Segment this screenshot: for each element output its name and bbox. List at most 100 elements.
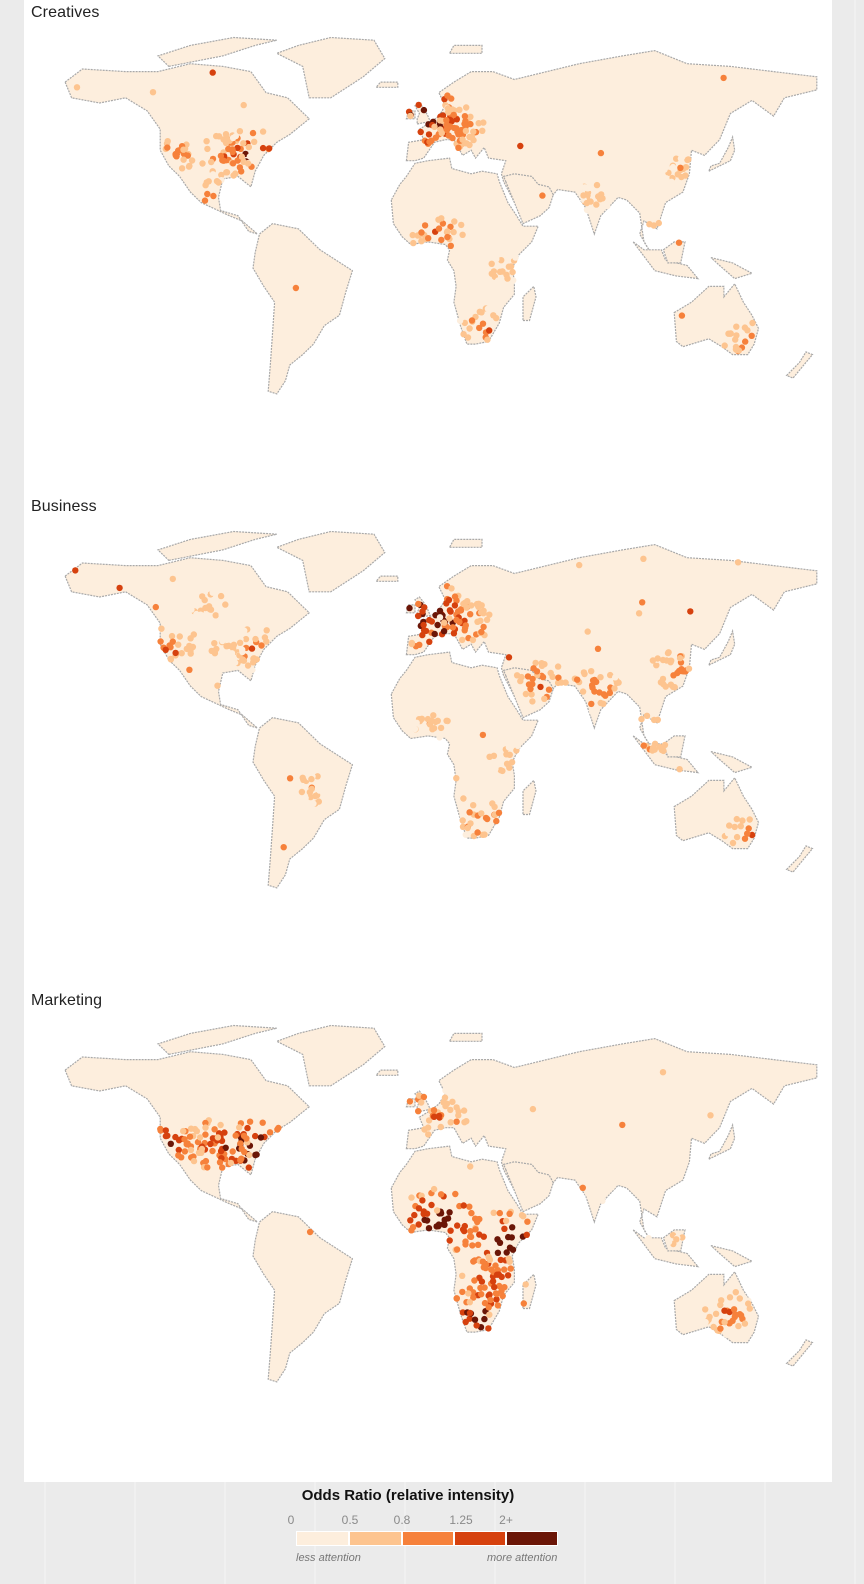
hexbin-dot (504, 275, 511, 282)
hexbin-dot (687, 608, 694, 615)
hexbin-dot (230, 635, 237, 642)
hexbin-dot (436, 734, 443, 741)
hexbin-dot (309, 1266, 316, 1273)
hexbin-dot (472, 1226, 479, 1233)
hexbin-dot (246, 1151, 253, 1159)
hexbin-dot (726, 1294, 734, 1301)
legend-swatch-level-5 (506, 1531, 558, 1546)
landmass-indonesia (632, 735, 700, 774)
hexbin-dot (662, 683, 669, 690)
hexbin-dot (649, 744, 657, 752)
hexbin-dot (180, 156, 187, 163)
hexbin-dot (227, 603, 234, 611)
hexbin-dot (218, 171, 225, 179)
hexbin-dot (162, 1127, 169, 1134)
hexbin-dot (263, 627, 270, 634)
hexbin-dot (420, 1093, 428, 1101)
hexbin-dot (600, 700, 607, 707)
hexbin-dot (635, 610, 643, 617)
hexbin-dot (522, 1281, 529, 1288)
hexbin-dot (482, 1264, 489, 1272)
hexbin-dot (448, 585, 455, 592)
hexbin-dot (580, 192, 587, 199)
hexbin-dot (506, 1210, 513, 1217)
hexbin-dot (185, 163, 193, 170)
hexbin-dot (217, 1121, 224, 1129)
hexbin-dot (619, 1121, 626, 1129)
hexbin-dot (581, 184, 589, 191)
hexbin-dot (538, 660, 545, 667)
hexbin-dot (229, 1148, 236, 1155)
hexbin-dot (418, 1099, 425, 1106)
hexbin-dot (490, 1209, 497, 1216)
hexbin-dot (308, 775, 315, 783)
hexbin-dot (447, 1106, 454, 1114)
hexbin-dot (732, 1289, 739, 1296)
landmass-new-zealand (785, 351, 814, 379)
hexbin-dot (202, 1157, 210, 1165)
hexbin-dot (434, 717, 441, 724)
hexbin-dot (204, 190, 211, 198)
hexbin-dot (684, 156, 691, 164)
hexbin-dot (466, 1299, 473, 1306)
hexbin-dot (306, 1228, 314, 1236)
hexbin-dot (574, 676, 581, 683)
hexbin-dot (672, 183, 679, 190)
hexbin-dot (209, 171, 217, 178)
hexbin-dot (188, 157, 196, 164)
hexbin-dot (462, 1318, 469, 1326)
hexbin-dot (299, 1279, 307, 1286)
hexbin-dot (169, 638, 176, 645)
hexbin-dots (157, 1069, 755, 1338)
hexbin-dot (452, 1190, 459, 1198)
hexbin-dot (209, 1147, 216, 1155)
hexbin-dot (589, 708, 596, 715)
hexbin-dot (231, 654, 238, 662)
hexbin-dot (675, 239, 683, 246)
hexbin-dot (186, 1133, 194, 1140)
hexbin-dot (204, 1164, 211, 1171)
hexbin-dot (203, 618, 210, 625)
hexbin-dot (460, 795, 467, 802)
hexbin-dot (469, 636, 477, 644)
hexbin-dot (685, 665, 693, 672)
hexbin-dot (149, 89, 157, 96)
hexbin-dot (245, 1164, 252, 1171)
hexbin-dot (238, 168, 245, 175)
hexbin-dot (510, 277, 517, 284)
hexbin-dot (466, 141, 473, 149)
hexbin-dot (664, 649, 672, 657)
hexbin-dot (486, 1311, 493, 1318)
landmass-borneo (662, 735, 686, 758)
hexbin-dot (449, 106, 456, 113)
hexbin-dot (420, 1210, 427, 1218)
hexbin-dot (188, 606, 195, 613)
hexbin-dot (462, 831, 469, 838)
hexbin-dot (157, 638, 164, 645)
hexbin-dot (746, 1305, 753, 1312)
hexbin-dot (588, 668, 595, 675)
hexbin-dot (236, 1124, 243, 1131)
hexbin-dot (246, 153, 254, 160)
hexbin-dot (597, 1191, 604, 1198)
hexbin-dot (741, 1320, 749, 1327)
hexbin-dot (212, 612, 219, 619)
landmass-eurasia (405, 543, 818, 747)
hexbin-dot (527, 685, 534, 693)
hexbin-dot (169, 575, 176, 583)
hexbin-dot (512, 254, 519, 261)
hexbin-dot (501, 1266, 508, 1273)
hexbin-dot (453, 775, 460, 782)
hexbin-dot (579, 1184, 586, 1191)
hexbin-dot (425, 1117, 433, 1124)
hexbin-dot (178, 165, 186, 172)
hexbin-dot (306, 1277, 314, 1284)
hexbin-dot (671, 684, 678, 691)
hexbin-dot (222, 131, 230, 138)
hexbin-dot (675, 667, 683, 675)
landmass-eurasia (405, 1037, 818, 1241)
hexbin-dot (749, 319, 756, 327)
hexbin-dot (506, 751, 513, 758)
landmass-borneo (662, 241, 686, 264)
landmass-australia (673, 776, 760, 850)
